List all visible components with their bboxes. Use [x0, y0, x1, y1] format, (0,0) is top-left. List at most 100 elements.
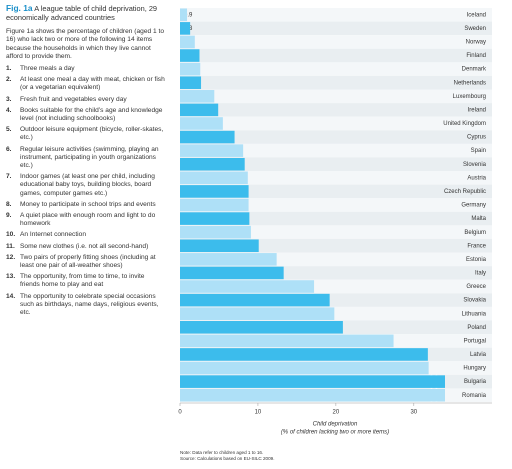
fig-label: Fig. 1a [6, 3, 33, 13]
bar [180, 253, 277, 266]
x-tick-label: 30 [410, 410, 417, 416]
list-item: 13. The opportunity, from time to time, t… [6, 273, 166, 289]
category-label: Slovakia [463, 298, 486, 304]
category-label: Latvia [470, 352, 487, 358]
bar [180, 320, 343, 334]
bar [180, 144, 244, 157]
note: Note: Data refer to children aged 1 to 1… [180, 450, 263, 455]
item-number: 11. [6, 242, 15, 250]
item-number: 10. [6, 231, 16, 239]
category-label: Lithuania [462, 311, 487, 317]
item-number: 13. [6, 273, 16, 281]
item-text: Some new clothes (i.e. not all second-ha… [20, 242, 149, 250]
x-tick-label: 20 [333, 410, 340, 416]
row-background [180, 75, 492, 90]
row-background [180, 89, 492, 104]
list-item: 7. Indoor games (at least one per child, … [6, 173, 166, 198]
list-item: 5. Outdoor leisure equipment (bicycle, ro… [6, 126, 166, 142]
x-tick-label: 0 [178, 410, 182, 416]
category-label: Estonia [466, 257, 487, 263]
category-label: United Kingdom [443, 121, 486, 127]
category-label: Netherlands [454, 80, 486, 86]
bar [180, 76, 202, 90]
item-number: 2. [6, 76, 12, 84]
row-background [180, 225, 492, 239]
bar [180, 348, 428, 361]
item-text: The opportunity to celebrate special occ… [20, 292, 159, 317]
bar [180, 212, 250, 225]
item-text: Regular leisure activities (swimming, pl… [20, 145, 159, 170]
category-label: Denmark [462, 67, 487, 73]
category-label: Ireland [468, 107, 486, 113]
bar [180, 171, 248, 185]
list-item: 6. Regular leisure activities (swimming, … [6, 146, 166, 171]
category-label: Finland [466, 53, 486, 59]
bar [180, 117, 223, 130]
item-number: 1. [6, 65, 12, 72]
bar [180, 130, 235, 144]
category-label: Poland [467, 325, 486, 331]
row-background [180, 62, 492, 76]
category-label: Spain [471, 148, 486, 154]
panel-title: Fig. 1a A league table of child deprivat… [6, 4, 166, 22]
item-text: Two pairs of properly fitting shoes (inc… [20, 253, 156, 270]
bar [180, 280, 315, 293]
list-item: 11. Some new clothes (i.e. not all second… [6, 243, 166, 251]
item-number: 6. [6, 145, 12, 153]
category-label: Sweden [464, 26, 486, 32]
text-panel: Fig. 1a A league table of child deprivat… [6, 4, 166, 320]
bar [180, 239, 259, 253]
item-text: A quiet place with enough room and light… [20, 212, 156, 228]
list-item: 8. Money to participate in school trips a… [6, 201, 166, 209]
x-axis-sublabel: (% of children lacking two or more items… [281, 430, 389, 436]
list-item: 14. The opportunity to celebrate special … [6, 293, 166, 318]
item-number: 9. [6, 212, 12, 220]
bar [180, 103, 219, 117]
bar [180, 266, 284, 280]
item-text: An Internet connection [20, 231, 86, 239]
category-label: Greece [466, 284, 486, 290]
category-label: Italy [475, 271, 486, 277]
item-number: 14. [6, 292, 16, 300]
item-number: 7. [6, 173, 12, 181]
bar [180, 185, 249, 198]
category-label: Luxembourg [453, 94, 486, 100]
row-background [180, 198, 492, 212]
category-label: Bulgaria [464, 379, 487, 385]
item-text: At least one meal a day with meat, chick… [20, 76, 165, 92]
item-number: 12. [6, 253, 16, 261]
item-text: The opportunity, from time to time, to i… [20, 273, 145, 289]
bar [180, 8, 188, 22]
bars [180, 8, 445, 402]
row-background [180, 171, 492, 185]
x-axis-label: Child deprivation [313, 422, 358, 428]
row-background [180, 211, 492, 226]
category-label: Iceland [467, 12, 486, 18]
category-label: Slovenia [463, 162, 487, 168]
bar [180, 49, 200, 62]
category-label: France [467, 243, 486, 249]
item-text: Outdoor leisure equipment (bicycle, roll… [20, 126, 164, 142]
x-tick-label: 10 [255, 410, 262, 416]
row-background [180, 48, 492, 63]
category-label: Malta [471, 216, 486, 222]
row-background [180, 130, 492, 144]
list-item: 4. Books suitable for the child’s age and… [6, 107, 166, 123]
category-label: Czech Republic [444, 189, 486, 195]
list-item: 9. A quiet place with enough room and lig… [6, 212, 166, 228]
intro: Figure 1a shows the percentage of childr… [6, 28, 164, 60]
item-number: 5. [6, 126, 12, 134]
row-background [180, 157, 492, 172]
item-text: Money to participate in school trips and… [20, 200, 156, 208]
fig-title: A league table of child deprivation, 29 … [6, 4, 158, 22]
row-background [180, 21, 492, 36]
category-label: Austria [467, 175, 486, 181]
row-background [180, 116, 492, 131]
item-number: 8. [6, 200, 12, 208]
item-text: Fresh fruit and vegetables every day [20, 95, 127, 103]
bar [180, 225, 251, 239]
item-text: Books suitable for the child’s age and k… [20, 106, 163, 123]
row-background [180, 8, 492, 22]
